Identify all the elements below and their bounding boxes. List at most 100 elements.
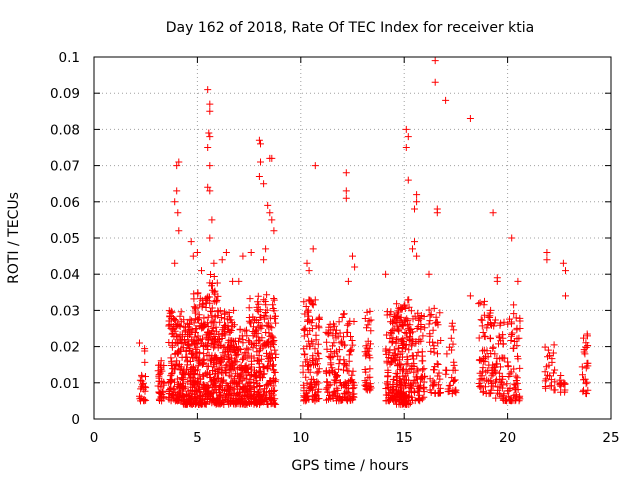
data-point	[181, 336, 188, 343]
data-point	[226, 365, 234, 373]
data-point	[253, 303, 261, 311]
data-point	[193, 366, 201, 374]
data-point	[266, 377, 274, 384]
data-point	[401, 301, 409, 309]
data-point	[270, 227, 278, 235]
y-tick-label: 0	[71, 412, 80, 428]
data-point	[303, 379, 311, 387]
data-point	[487, 386, 495, 394]
data-point	[557, 388, 565, 396]
data-point	[427, 311, 435, 318]
data-point	[208, 282, 215, 290]
data-point	[221, 321, 228, 329]
y-tick-label: 0.03	[50, 303, 80, 319]
data-point	[325, 323, 333, 331]
data-point	[508, 329, 516, 337]
chart-title: Day 162 of 2018, Rate Of TEC Index for r…	[166, 20, 534, 36]
data-point	[202, 295, 210, 303]
data-point	[404, 296, 412, 304]
data-point	[240, 374, 248, 382]
data-point	[510, 344, 518, 352]
data-point	[206, 394, 214, 402]
data-point	[480, 301, 488, 309]
data-point	[308, 325, 316, 333]
data-point	[158, 378, 166, 385]
y-tick-label: 0.05	[50, 231, 80, 247]
data-point	[516, 325, 524, 332]
data-point	[386, 335, 394, 342]
data-point	[560, 379, 568, 387]
data-point	[235, 345, 243, 353]
data-point	[180, 367, 188, 375]
data-point	[192, 352, 200, 360]
data-point	[339, 381, 347, 389]
data-point	[322, 368, 330, 376]
data-point	[429, 380, 437, 388]
data-point	[233, 379, 240, 387]
data-point	[416, 315, 424, 323]
data-point	[562, 292, 569, 300]
data-point	[301, 324, 309, 332]
data-point	[262, 341, 270, 349]
data-point	[180, 344, 188, 352]
axis-ticks	[93, 56, 612, 420]
data-point	[499, 331, 507, 339]
data-point	[386, 346, 394, 354]
data-point	[393, 372, 401, 380]
data-point	[484, 313, 492, 321]
data-point	[192, 305, 199, 313]
data-point	[351, 263, 359, 271]
data-point	[195, 311, 203, 319]
data-point	[261, 385, 268, 393]
data-point	[393, 354, 401, 362]
data-point	[329, 326, 337, 334]
data-point	[404, 369, 412, 377]
data-point	[191, 338, 199, 346]
data-point	[332, 330, 339, 338]
data-point	[510, 301, 518, 309]
data-point	[205, 129, 213, 137]
y-axis-label: ROTI / TECUs	[6, 192, 22, 284]
data-point	[362, 383, 370, 390]
data-point	[448, 322, 456, 330]
data-point	[245, 378, 253, 386]
data-point	[496, 321, 504, 329]
data-point	[217, 378, 225, 386]
data-point	[417, 325, 425, 333]
data-point	[425, 320, 433, 328]
data-point	[272, 354, 279, 361]
data-point	[302, 303, 310, 310]
data-point	[220, 329, 228, 337]
data-point	[449, 340, 457, 348]
data-point	[215, 374, 223, 382]
x-tick-labels: 0 5 10 15 20 25	[90, 430, 620, 446]
data-point	[215, 338, 223, 346]
data-point	[419, 332, 427, 340]
data-point	[136, 392, 143, 400]
data-point	[222, 249, 230, 256]
data-point	[480, 346, 488, 354]
data-point	[366, 373, 374, 381]
data-point	[434, 350, 441, 358]
data-point	[257, 140, 264, 148]
data-point	[247, 319, 255, 327]
data-point	[262, 382, 270, 390]
data-point	[171, 259, 179, 267]
data-point	[232, 351, 240, 359]
data-point	[230, 306, 238, 314]
data-point	[486, 309, 494, 317]
data-point	[491, 319, 499, 327]
data-point	[389, 334, 397, 342]
data-point	[414, 375, 421, 383]
data-point	[222, 322, 230, 330]
data-point	[443, 350, 451, 358]
data-point	[443, 366, 451, 374]
data-point	[444, 385, 452, 393]
data-point	[191, 400, 199, 408]
data-point	[211, 378, 219, 386]
data-point	[271, 346, 279, 354]
data-point	[255, 136, 263, 144]
data-point	[155, 388, 163, 396]
data-point	[171, 316, 179, 323]
data-point	[140, 396, 147, 404]
